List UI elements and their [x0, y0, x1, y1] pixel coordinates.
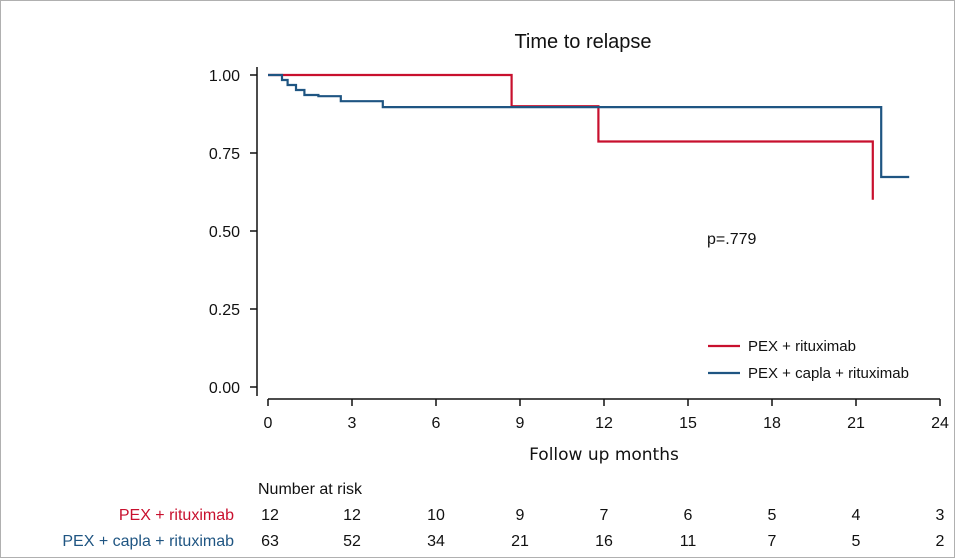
series-line-2: [268, 73, 910, 179]
risk-count: 11: [680, 533, 697, 550]
x-tick-label: 12: [595, 415, 613, 432]
risk-count: 2: [936, 533, 945, 550]
risk-row-label: PEX + rituximab: [119, 507, 234, 524]
x-axis-label: Follow up months: [529, 445, 679, 465]
risk-count: 5: [852, 533, 861, 550]
x-tick-label: 18: [763, 415, 781, 432]
risk-count: 10: [427, 507, 445, 524]
y-ticks: 0.00 0.25 0.50 0.75 1.00: [209, 68, 257, 397]
y-tick-label: 0.00: [209, 380, 240, 397]
x-ticks: 0 3 6 9 12 15 18 21 24: [264, 399, 949, 432]
risk-count: 7: [600, 507, 609, 524]
risk-count: 6: [684, 507, 693, 524]
risk-count: 21: [511, 533, 529, 550]
risk-table-title: Number at risk: [258, 481, 363, 498]
chart-title: Time to relapse: [514, 31, 651, 53]
x-tick-label: 15: [679, 415, 697, 432]
y-tick-label: 1.00: [209, 68, 240, 85]
legend-label: PEX + rituximab: [748, 338, 856, 355]
risk-count: 63: [261, 533, 279, 550]
y-tick-label: 0.50: [209, 224, 240, 241]
risk-count: 34: [427, 533, 445, 550]
risk-count: 4: [852, 507, 861, 524]
x-tick-label: 3: [348, 415, 357, 432]
risk-count: 12: [343, 507, 361, 524]
risk-count: 9: [516, 507, 525, 524]
series-line-1: [268, 73, 874, 200]
y-tick-label: 0.25: [209, 302, 240, 319]
y-tick-label: 0.75: [209, 146, 240, 163]
series-lines: [268, 73, 910, 200]
x-tick-label: 21: [847, 415, 865, 432]
x-tick-label: 0: [264, 415, 273, 432]
legend: PEX + rituximab PEX + capla + rituximab: [708, 338, 909, 382]
risk-count: 5: [768, 507, 777, 524]
risk-count: 52: [343, 533, 361, 550]
x-tick-label: 24: [931, 415, 949, 432]
risk-count: 7: [768, 533, 777, 550]
x-tick-label: 9: [516, 415, 525, 432]
risk-count: 12: [261, 507, 279, 524]
risk-count: 3: [936, 507, 945, 524]
x-tick-label: 6: [432, 415, 441, 432]
legend-label: PEX + capla + rituximab: [748, 365, 909, 382]
risk-row-label: PEX + capla + rituximab: [62, 533, 234, 550]
number-at-risk-table: Number at risk PEX + rituximab 12 12 10 9 7 6 5…: [62, 481, 944, 550]
risk-count: 16: [595, 533, 613, 550]
p-value-annotation: p=.779: [707, 231, 756, 248]
